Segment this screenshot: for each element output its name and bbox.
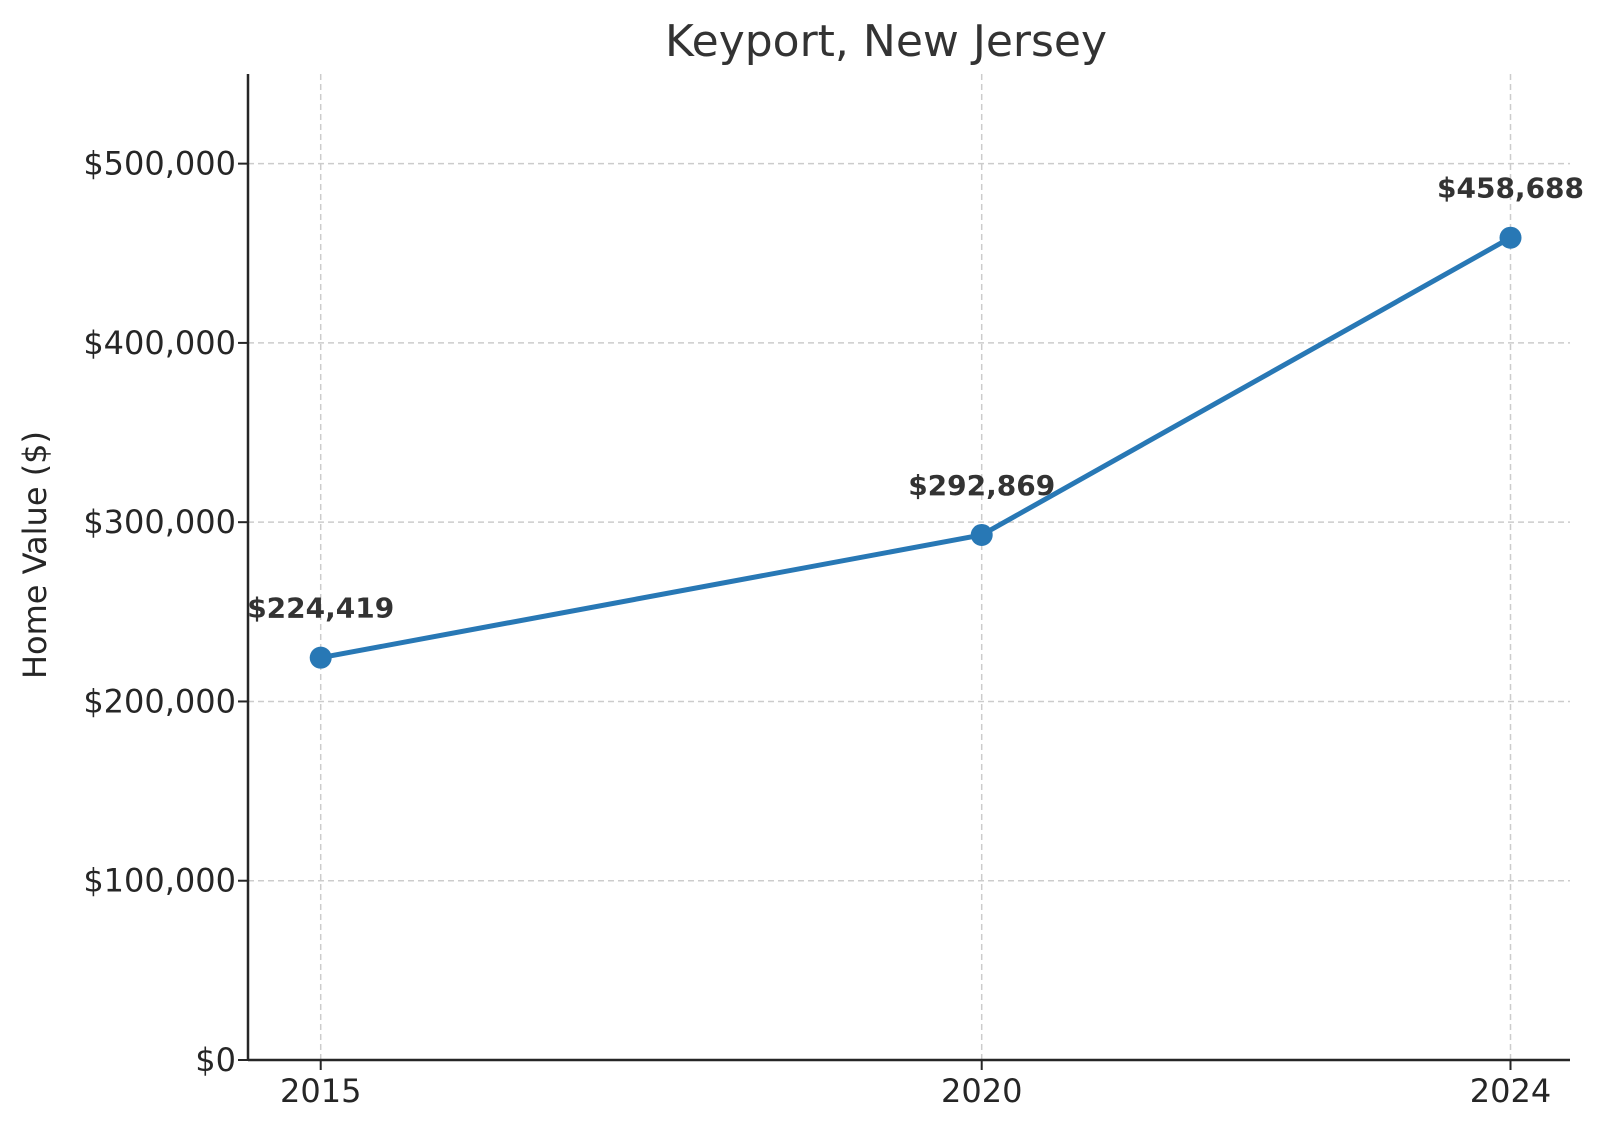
y-tick-label: $500,000 [83, 145, 236, 183]
data-label: $458,688 [1437, 172, 1584, 205]
data-label: $224,419 [247, 592, 394, 625]
data-label: $292,869 [908, 469, 1055, 502]
y-tick-label: $200,000 [83, 682, 236, 720]
data-point [309, 646, 332, 669]
y-tick-label: $400,000 [83, 324, 236, 362]
series-layer [309, 226, 1522, 669]
x-tick-label: 2020 [941, 1072, 1022, 1110]
chart-title: Keyport, New Jersey [665, 16, 1107, 67]
grid-layer [248, 74, 1570, 1060]
data-point [970, 523, 993, 546]
y-tick-label: $100,000 [83, 862, 236, 900]
x-tick-label: 2015 [280, 1072, 361, 1110]
series-line [318, 235, 1514, 661]
y-axis-label: Home Value ($) [16, 431, 54, 679]
data-point [1499, 226, 1522, 249]
axes-layer: $0 $100,000 $200,000 $300,000 $400,000 $500,0… [83, 74, 1570, 1110]
y-tick-label: $0 [195, 1041, 236, 1079]
labels-layer: $224,419 $292,869 $458,688 [247, 172, 1584, 625]
x-tick-label: 2024 [1470, 1072, 1551, 1110]
y-tick-label: $300,000 [83, 503, 236, 541]
